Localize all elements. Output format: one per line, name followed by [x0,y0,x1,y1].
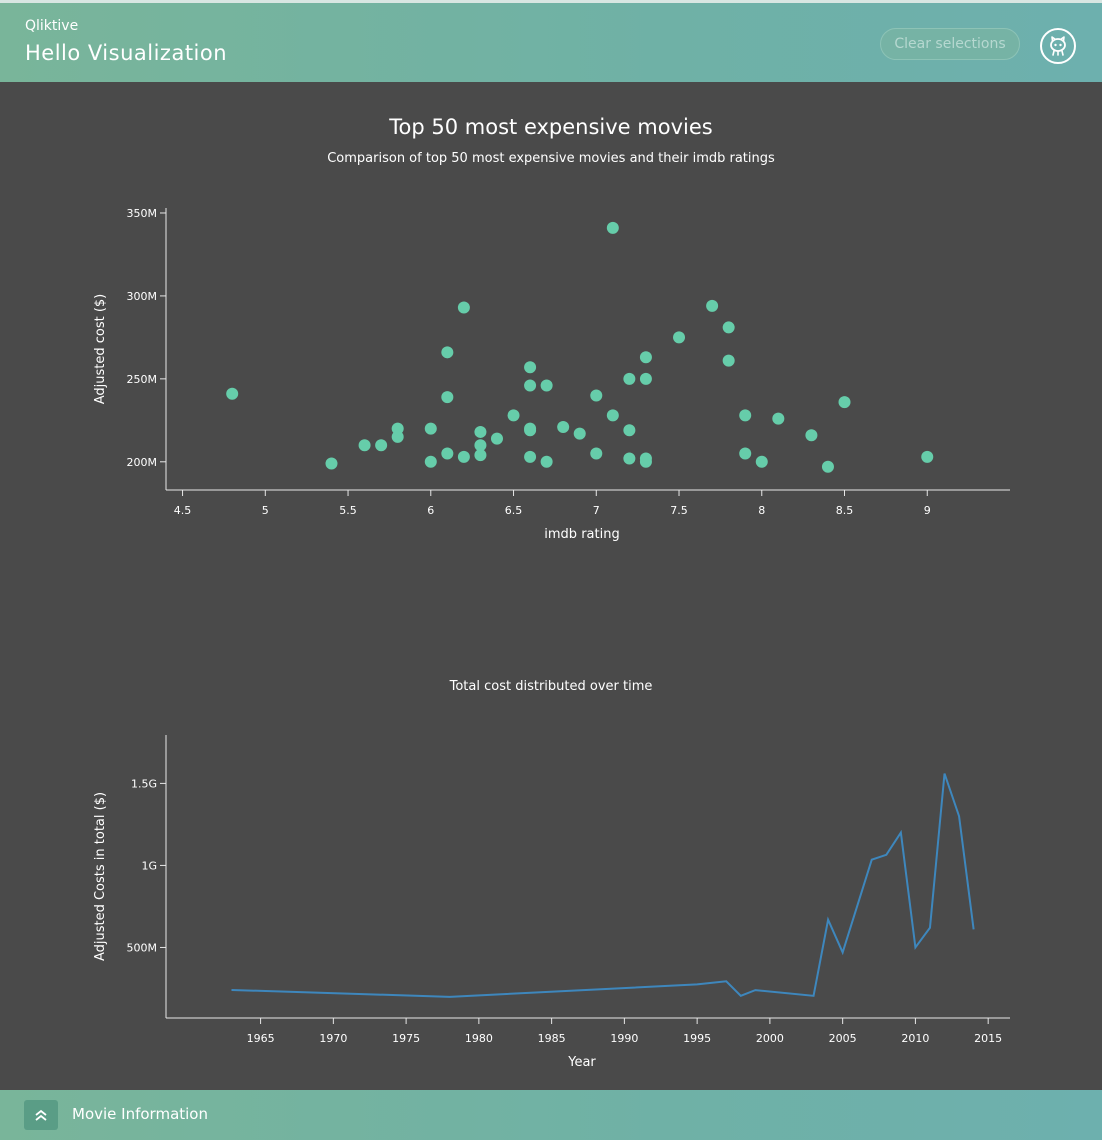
scatter-point [921,450,934,463]
scatter-point [606,221,619,234]
line-x-tick-label: 2005 [829,1032,857,1045]
scatter-point [639,455,652,468]
scatter-x-tick-label: 6.5 [505,504,523,517]
scatter-y-tick-label: 350M [127,207,158,220]
scatter-x-tick-label: 5.5 [339,504,357,517]
scatter-x-axis-label: imdb rating [544,527,619,542]
scatter-point [623,424,636,437]
scatter-x-tick-label: 7 [593,504,600,517]
github-button[interactable] [1040,28,1076,64]
double-chevron-up-icon [35,1109,47,1121]
github-octocat-icon [1050,36,1066,56]
scatter-point [457,450,470,463]
scatter-point [490,432,503,445]
line-chart: 1965 1970 1975 1980 1985 1990 1995 2000 2005 2010… [93,735,1010,1070]
scatter-point [524,424,537,437]
line-y-axis-label: Adjusted Costs in total ($) [93,792,108,961]
scatter-point [838,396,851,409]
scatter-point [623,372,636,385]
scatter-chart-subtitle: Comparison of top 50 most expensive movi… [327,151,775,166]
scatter-point [755,455,768,468]
scatter-point [524,379,537,392]
scatter-x-tick-label: 5 [262,504,269,517]
clear-selections-button[interactable]: Clear selections [880,28,1020,60]
scatter-point [441,391,454,404]
line-series-total-cost [231,773,975,998]
scatter-point [606,409,619,422]
line-x-tick-label: 2015 [974,1032,1002,1045]
line-x-tick-label: 2010 [901,1032,929,1045]
scatter-point [391,430,404,443]
scatter-point [226,387,239,400]
scatter-point [474,439,487,452]
scatter-point [706,299,719,312]
scatter-x-tick-label: 9 [924,504,931,517]
scatter-point [673,331,686,344]
line-x-tick-label: 1965 [247,1032,275,1045]
scatter-point [441,346,454,359]
scatter-point [639,351,652,364]
scatter-point [457,301,470,314]
scatter-x-tick-label: 4.5 [174,504,192,517]
scatter-point [474,425,487,438]
line-y-tick-label: 1.5G [131,777,157,790]
scatter-point [540,379,553,392]
scatter-point [639,372,652,385]
brand-name: Qliktive [25,18,79,34]
scatter-point [739,409,752,422]
scatter-point [391,422,404,435]
scatter-x-tick-label: 7.5 [670,504,688,517]
line-x-tick-label: 1970 [319,1032,347,1045]
scatter-point [623,452,636,465]
line-x-tick-label: 2000 [756,1032,784,1045]
movie-info-footer: Movie Information [0,1090,1102,1140]
scatter-point [474,449,487,462]
scatter-point [524,361,537,374]
scatter-point [441,447,454,460]
line-y-tick-label: 1G [141,859,157,872]
scatter-point [573,427,586,440]
scatter-point [375,439,388,452]
scatter-chart-title: Top 50 most expensive movies [389,115,713,139]
scatter-x-tick-label: 8.5 [836,504,854,517]
scatter-point [772,412,785,425]
scatter-point [722,321,735,334]
scatter-point [722,354,735,367]
scatter-point [325,457,338,470]
scatter-y-tick-label: 250M [127,373,158,386]
movie-information-label[interactable]: Movie Information [72,1105,208,1123]
line-x-tick-label: 1980 [465,1032,493,1045]
scatter-point [424,455,437,468]
expand-footer-button[interactable] [24,1100,58,1130]
scatter-point [739,447,752,460]
scatter-point [424,422,437,435]
scatter-point [590,447,603,460]
line-x-tick-label: 1975 [392,1032,420,1045]
line-x-axis-label: Year [567,1055,596,1070]
scatter-point [524,450,537,463]
scatter-x-tick-label: 8 [758,504,765,517]
scatter-point [507,409,520,422]
scatter-point [590,389,603,402]
scatter-chart: 4.5 5 5.5 6 6.5 7 7.5 8 8.5 9 200M 250M 300M 350M imdb… [93,207,1010,542]
scatter-point [821,460,834,473]
app-title: Hello Visualization [25,41,228,65]
scatter-point [805,429,818,442]
line-x-tick-label: 1995 [683,1032,711,1045]
app-header: Qliktive Hello Visualization Clear selec… [0,0,1102,82]
line-chart-title: Total cost distributed over time [449,679,653,694]
scatter-y-tick-label: 300M [127,290,158,303]
scatter-y-tick-label: 200M [127,456,158,469]
line-x-tick-label: 1990 [610,1032,638,1045]
scatter-point [358,439,371,452]
scatter-y-axis-label: Adjusted cost ($) [93,294,108,405]
line-x-tick-label: 1985 [538,1032,566,1045]
scatter-point [557,420,570,433]
line-y-tick-label: 500M [127,941,158,954]
scatter-point [540,455,553,468]
scatter-x-tick-label: 6 [427,504,434,517]
